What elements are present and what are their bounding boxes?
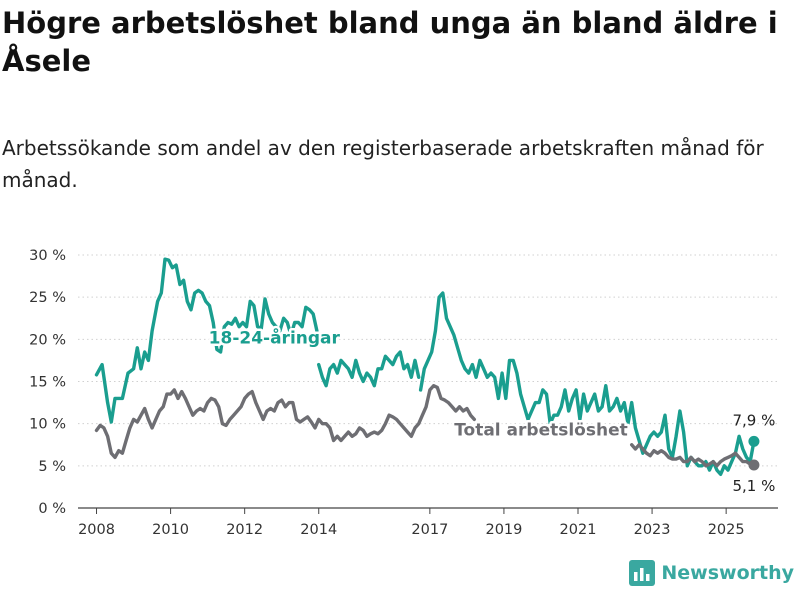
x-tick-label: 2014 [300,522,337,538]
chart-grid [78,254,778,509]
series-line [418,291,756,476]
brand-name: Newsworthy [661,562,794,584]
x-tick-label: 2023 [634,522,671,538]
series-line [94,384,476,460]
end-value-label: 7,9 % [732,411,775,429]
bar-chart-logo-icon [629,560,656,586]
x-axis-ticks: 2008 2010 2012 2014 2017 2019 2021 2023 2025 [78,508,745,538]
series-labels: 18-24-åringar Total arbetslöshet [206,324,630,443]
y-tick-label: 5 % [38,459,66,475]
series-end-dot [748,459,760,471]
y-axis-ticks: 0 % 5 % 10 % 15 % 20 % 25 % 30 % [29,248,66,517]
series-name-label: 18-24-åringar [209,327,341,349]
page-title: Högre arbetslöshet bland unga än bland ä… [2,6,778,78]
series-line [94,257,319,424]
end-value-label: 5,1 % [732,477,775,495]
y-tick-label: 0 % [38,501,66,517]
x-tick-label: 2017 [411,522,448,538]
x-tick-label: 2019 [485,522,522,538]
x-tick-label: 2025 [708,522,745,538]
x-tick-label: 2008 [78,522,115,538]
y-tick-label: 30 % [29,248,66,264]
x-tick-label: 2010 [152,522,189,538]
unemployment-line-chart: 0 %5 %10 %15 %20 %25 %30 % 2008 2010 2012 2… [29,248,778,538]
x-tick-label: 2021 [560,522,597,538]
brand-logo: Newsworthy [629,560,794,586]
series-end-dot [748,435,760,447]
series-end-markers: 7,9 % 5,1 % [732,411,775,495]
y-tick-label: 15 % [29,375,66,391]
series-lines [94,257,756,476]
x-tick-label: 2012 [226,522,263,538]
y-tick-label: 25 % [29,290,66,306]
series-line [630,443,756,468]
y-tick-label: 10 % [29,417,66,433]
series-name-label: Total arbetslöshet [454,420,628,440]
series-line [317,350,421,388]
page-subtitle: Arbetssökande som andel av den registerb… [2,136,764,192]
y-tick-label: 20 % [29,332,66,348]
